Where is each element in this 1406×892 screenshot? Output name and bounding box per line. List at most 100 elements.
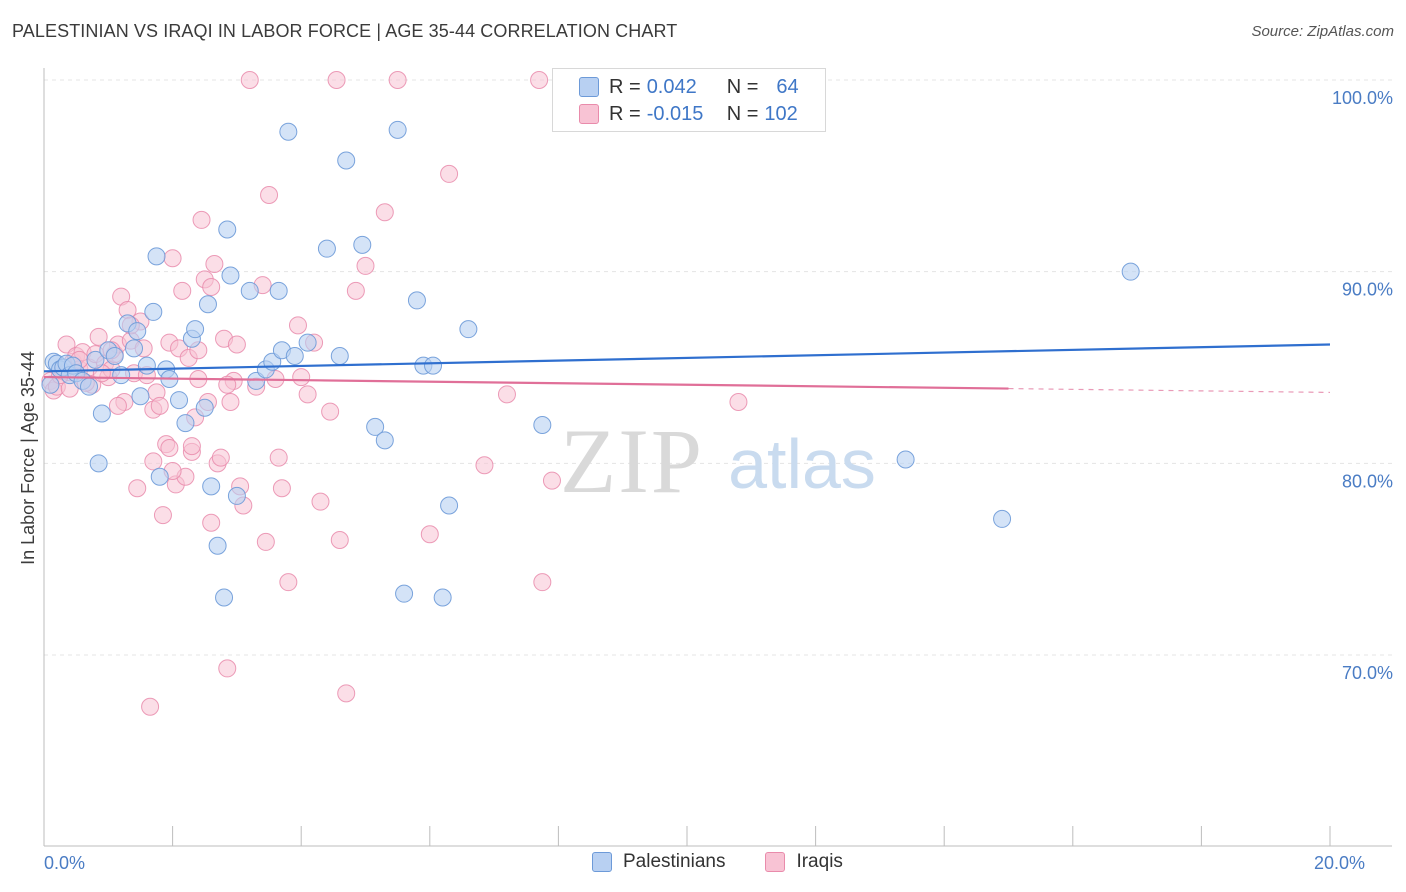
palestinians-point — [150, 467, 169, 486]
palestinians-point — [89, 454, 108, 473]
palestinians-points — [41, 71, 1140, 607]
palestinians-point — [395, 584, 414, 603]
iraqis-point — [375, 203, 394, 222]
stats-legend: R = 0.042 N = 64 R = -0.015 N = 102 — [552, 68, 826, 132]
palestinians-point — [202, 477, 221, 496]
palestinians-point — [218, 220, 237, 239]
palestinians-point — [533, 416, 552, 434]
legend-row-palestinians: R = 0.042 N = 64 — [579, 75, 799, 99]
series-swatch-iraqis — [765, 852, 786, 872]
iraqis-point — [260, 186, 279, 204]
legend-r-label: R = — [609, 75, 641, 98]
palestinians-point — [125, 339, 144, 358]
iraqis-point — [292, 368, 311, 387]
palestinians-point — [330, 347, 349, 365]
series-swatch-palestinians — [592, 852, 612, 872]
iraqis-point — [542, 471, 561, 490]
chart-title: PALESTINIAN VS IRAQI IN LABOR FORCE | AG… — [12, 21, 678, 41]
palestinians-point — [993, 509, 1012, 528]
iraqis-point — [192, 210, 211, 229]
palestinians-point — [440, 496, 459, 515]
palestinians-point — [269, 281, 288, 300]
iraqis-point — [150, 396, 169, 415]
y-axis-label: In Labor Force | Age 35-44 — [18, 351, 38, 565]
legend-n-value: 102 — [764, 102, 798, 125]
legend-swatch-palestinians — [579, 77, 599, 97]
series-legend: Palestinians Iraqis — [592, 851, 843, 873]
watermark-atlas: atlas — [728, 425, 876, 503]
source-label: Source: ZipAtlas.com — [1251, 23, 1394, 40]
palestinians-point — [353, 235, 372, 254]
palestinians-point — [80, 377, 99, 396]
y-tick-label: 100.0% — [1332, 88, 1393, 108]
palestinians-point — [208, 536, 227, 555]
palestinians-point — [195, 398, 214, 417]
iraqis-point — [205, 255, 224, 273]
legend-n-value: 64 — [776, 75, 799, 98]
palestinians-point — [317, 239, 336, 258]
trend-lines — [43, 343, 1331, 394]
iraqis-point — [202, 513, 221, 532]
palestinians-point — [247, 371, 266, 390]
iraqis-point — [221, 393, 240, 411]
iraqis-point — [211, 448, 230, 467]
y-tick-label: 90.0% — [1342, 280, 1393, 300]
palestinians-point — [388, 120, 407, 139]
legend-n-label: N = — [726, 75, 759, 98]
iraqis-trend-line — [43, 375, 1009, 390]
palestinians-point — [337, 151, 356, 170]
iraqis-point — [153, 506, 172, 525]
iraqis-point — [240, 71, 259, 89]
iraqis-point — [298, 385, 317, 404]
series-label-iraqis: Iraqis — [796, 851, 843, 872]
watermark: ZIP atlas — [560, 410, 876, 512]
series-legend-iraqis[interactable]: Iraqis — [765, 851, 843, 873]
iraqis-point — [128, 479, 147, 498]
iraqis-point — [141, 697, 160, 716]
watermark-zip: ZIP — [560, 410, 704, 512]
palestinians-point — [92, 404, 111, 423]
palestinians-point — [240, 281, 259, 300]
palestinians-point — [375, 431, 394, 450]
iraqis-point — [321, 402, 340, 421]
palestinians-point — [279, 122, 298, 141]
iraqis-trend-extension — [1008, 387, 1331, 394]
x-tick-label: 0.0% — [44, 853, 85, 873]
palestinians-point — [215, 588, 234, 607]
palestinians-point — [186, 320, 205, 339]
iraqis-point — [327, 71, 346, 89]
palestinians-point — [424, 356, 443, 375]
iraqis-point — [497, 385, 516, 404]
iraqis-point — [218, 659, 237, 678]
palestinians-point — [298, 333, 317, 352]
iraqis-point — [173, 281, 192, 300]
palestinians-point — [459, 320, 478, 339]
series-legend-palestinians[interactable]: Palestinians — [592, 851, 725, 873]
iraqis-point — [356, 256, 375, 275]
legend-swatch-iraqis — [579, 104, 599, 124]
iraqis-point — [288, 316, 307, 335]
iraqis-point — [330, 531, 349, 549]
iraqis-point — [311, 492, 330, 511]
iraqis-point — [388, 71, 407, 89]
series-label-palestinians: Palestinians — [623, 851, 726, 872]
iraqis-point — [108, 396, 127, 415]
iraqis-point — [218, 375, 237, 394]
palestinians-point — [366, 417, 385, 436]
palestinians-point — [407, 291, 426, 310]
iraqis-point — [420, 525, 439, 544]
iraqis-point — [475, 456, 494, 475]
palestinians-point — [1121, 262, 1140, 281]
palestinians-point — [176, 414, 195, 433]
iraqis-point — [202, 278, 221, 296]
iraqis-point — [227, 335, 246, 354]
iraqis-point — [346, 281, 365, 300]
iraqis-point — [530, 71, 549, 89]
iraqis-point — [272, 479, 291, 498]
palestinians-point — [221, 266, 240, 285]
palestinians-point — [131, 387, 150, 406]
iraqis-point — [256, 532, 275, 551]
palestinians-trend-line — [43, 343, 1331, 373]
tick-labels: 100.0% 90.0% 80.0% 70.0% 0.0% 20.0% In Labor F… — [18, 88, 1393, 873]
